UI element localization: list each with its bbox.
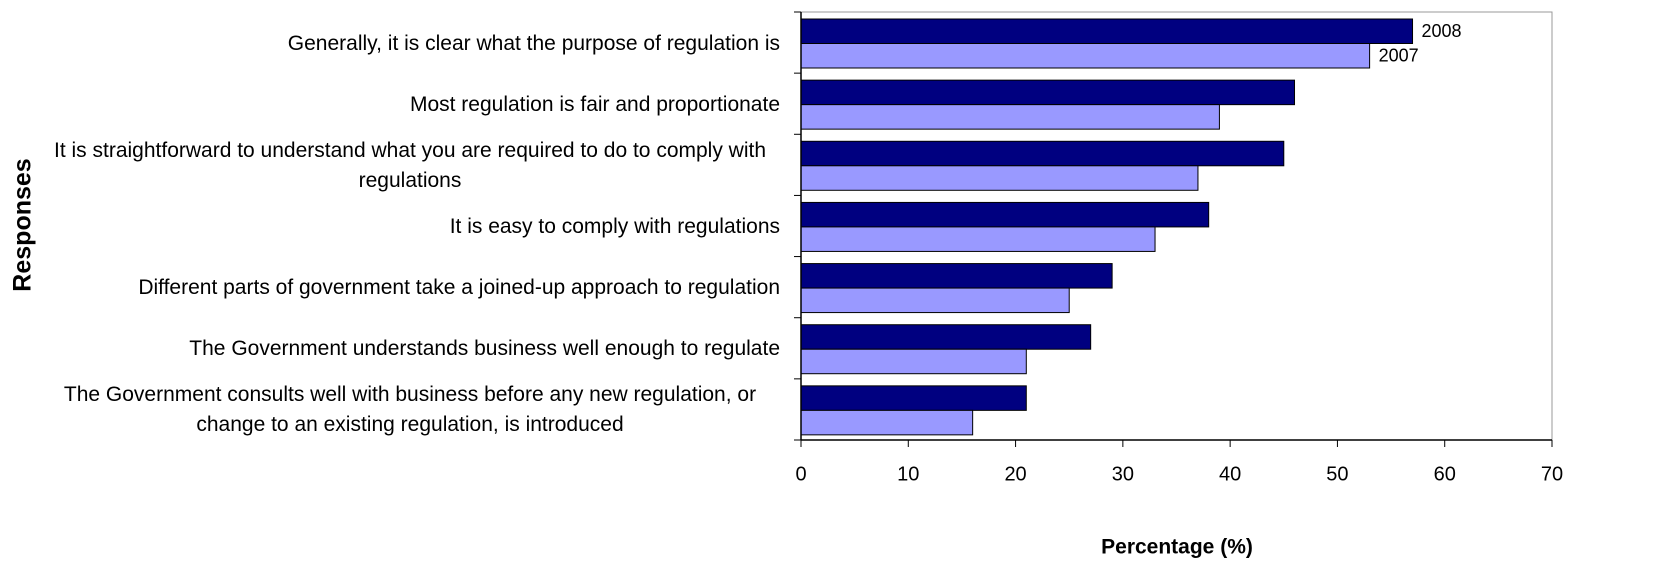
y-tick-label: It is easy to comply with regulations: [40, 212, 780, 242]
series-label: 2007: [1379, 46, 1419, 66]
x-tick-label: 70: [1541, 463, 1563, 485]
y-tick-label-text: Generally, it is clear what the purpose …: [287, 31, 780, 55]
bar: [800, 18, 1414, 44]
bar: [800, 226, 1156, 252]
x-tick-label: 20: [1004, 463, 1026, 485]
bar: [800, 324, 1092, 350]
y-tick-label-text: Most regulation is fair and proportionat…: [409, 92, 780, 116]
bar: [800, 79, 1296, 106]
bar: [800, 43, 1371, 69]
bar: [800, 409, 974, 436]
x-tick-label: 60: [1434, 463, 1456, 485]
bar: [800, 140, 1285, 167]
x-tick-label: 50: [1326, 463, 1348, 485]
y-tick-label-text: It is easy to comply with regulations: [449, 215, 780, 238]
x-tick-label: 0: [795, 463, 806, 485]
series-label: 2008: [1422, 21, 1462, 41]
y-tick-label: Generally, it is clear what the purpose …: [40, 29, 780, 59]
y-tick-label-text: The Government consults well with busine…: [63, 383, 757, 437]
y-tick-label: The Government understands business well…: [40, 334, 780, 364]
bar: [800, 201, 1210, 228]
x-tick-label: 30: [1112, 463, 1134, 485]
y-tick-label: The Government consults well with busine…: [40, 380, 780, 440]
bar: [800, 104, 1220, 130]
x-axis-label: Percentage (%): [1101, 536, 1253, 559]
x-tick-label: 40: [1219, 463, 1241, 485]
y-tick-label: Different parts of government take a joi…: [40, 273, 780, 303]
y-tick-label: It is straightforward to understand what…: [40, 136, 780, 196]
bar: [800, 165, 1199, 191]
x-tick-label: 10: [897, 463, 919, 485]
y-axis-label: Responses: [9, 158, 37, 291]
bar: [800, 385, 1027, 411]
bar: [800, 348, 1027, 375]
y-tick-label-text: It is straightforward to understand what…: [53, 138, 767, 192]
y-tick-label-text: Different parts of government take a joi…: [138, 276, 780, 300]
y-tick-label: Most regulation is fair and proportionat…: [40, 90, 780, 120]
bar: [800, 263, 1113, 289]
bar: [800, 287, 1070, 314]
y-tick-label-text: The Government understands business well…: [189, 337, 780, 361]
